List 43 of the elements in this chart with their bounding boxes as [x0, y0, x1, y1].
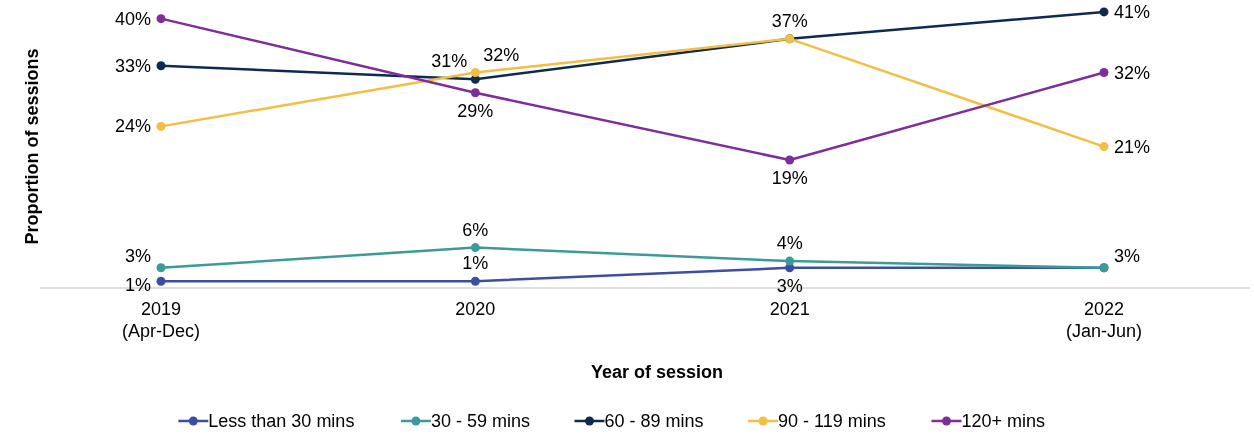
- data-label: 3%: [124, 245, 151, 266]
- data-label: 6%: [462, 219, 489, 240]
- point: [470, 276, 480, 286]
- data-label: 41%: [1114, 1, 1151, 22]
- legend-label: 120+ mins: [961, 411, 1046, 431]
- data-label: 29%: [457, 100, 494, 121]
- data-label: 40%: [114, 8, 151, 29]
- data-label: 1%: [462, 253, 489, 274]
- x-tick-label: 2020: [455, 299, 496, 319]
- point: [1099, 7, 1109, 17]
- point: [156, 14, 166, 24]
- data-label: 21%: [1114, 136, 1151, 157]
- y-axis-title: Proportion of sessions: [22, 48, 42, 245]
- data-label: 19%: [771, 168, 808, 189]
- legend-label: Less than 30 mins: [208, 411, 355, 431]
- data-label: 32%: [483, 44, 520, 65]
- x-tick-label: 2019 (Apr-Dec): [121, 299, 201, 341]
- x-axis-title: Year of session: [590, 362, 724, 382]
- point: [785, 155, 795, 165]
- point: [785, 256, 795, 266]
- point: [470, 88, 480, 98]
- data-label: 37%: [771, 10, 808, 31]
- x-tick-label: 2022 (Jan-Jun): [1065, 299, 1143, 341]
- x-tick-label: 2021: [769, 299, 810, 319]
- point: [156, 121, 166, 131]
- legend-label: 90 - 119 mins: [778, 411, 886, 431]
- data-label: 1%: [124, 275, 151, 296]
- data-label: 3%: [776, 275, 803, 296]
- point: [1099, 142, 1109, 152]
- point: [156, 276, 166, 286]
- data-label: 33%: [114, 55, 151, 76]
- data-label: 24%: [114, 116, 151, 137]
- legend-label: 30 - 59 mins: [430, 411, 530, 431]
- legend-label: 60 - 89 mins: [604, 411, 704, 431]
- data-label: 31%: [431, 51, 468, 72]
- point: [470, 68, 480, 78]
- data-label: 4%: [776, 233, 803, 254]
- point: [156, 61, 166, 71]
- point: [156, 263, 166, 273]
- point: [1099, 68, 1109, 78]
- data-label: 32%: [1114, 62, 1151, 83]
- point: [470, 243, 480, 253]
- data-label: 3%: [1114, 245, 1141, 266]
